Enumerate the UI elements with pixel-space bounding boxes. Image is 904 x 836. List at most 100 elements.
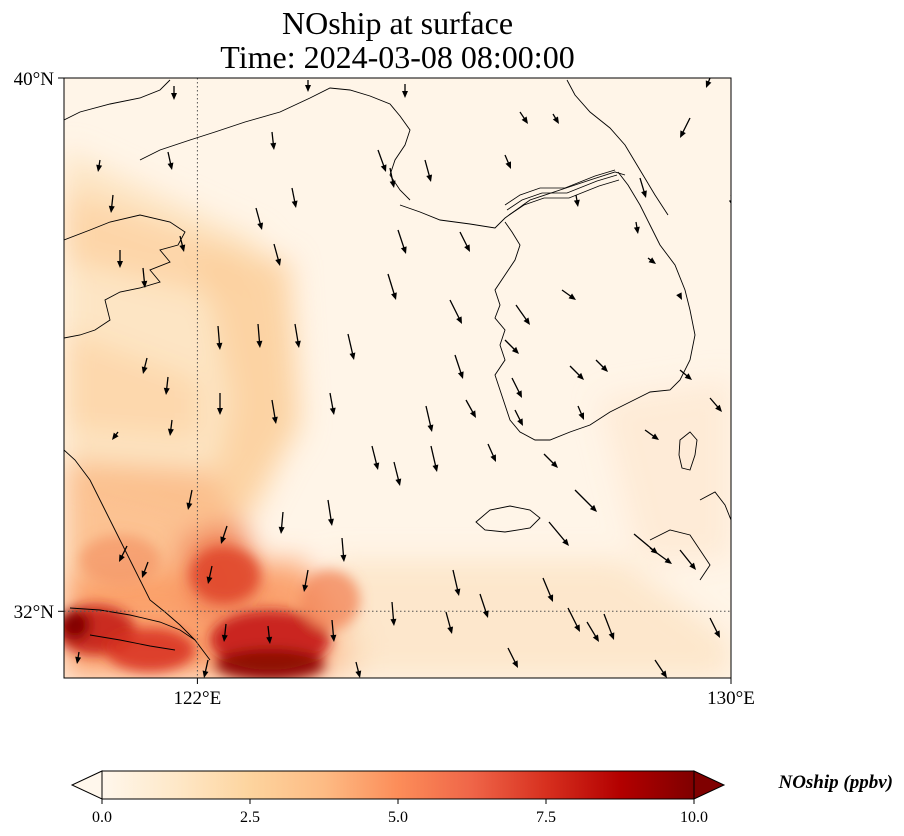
wind-vector-head: [220, 536, 227, 544]
wind-vector-head: [141, 280, 148, 288]
wind-vector-head: [547, 594, 554, 602]
wind-vector-head: [329, 407, 336, 415]
wind-vector-shaft: [603, 613, 614, 638]
colorbar-tick-3: 7.5: [536, 809, 556, 826]
wind-vector-head: [578, 412, 584, 420]
wind-vector-head: [482, 610, 489, 618]
colorbar-tick-1: 2.5: [240, 809, 260, 826]
wind-vector-head: [464, 244, 470, 252]
wind-vector-head: [291, 200, 298, 208]
wind-vector-head: [576, 372, 584, 380]
wind-vector-head: [327, 518, 334, 526]
wind-vector-head: [454, 588, 461, 596]
wind-vector-head: [728, 200, 731, 204]
wind-vector-head: [340, 554, 347, 562]
wind-vector-head: [171, 93, 177, 100]
wind-vector-head: [550, 460, 558, 468]
wind-vector-head: [355, 670, 362, 678]
wind-vector-head: [167, 162, 174, 170]
map-title-line2: Time: 2024-03-08 08:00:00: [220, 39, 575, 75]
wind-vector-head: [456, 316, 462, 324]
wind-vector-head: [112, 432, 119, 440]
wind-vector-head: [651, 433, 659, 440]
y-tick-label-40: 40°N: [14, 69, 55, 90]
wind-vector-head: [633, 226, 640, 234]
wind-vector-head: [592, 634, 599, 642]
axis-ticks: [58, 77, 732, 684]
wind-vector-head: [275, 258, 282, 266]
colorbar: 0.0 2.5 5.0 7.5 10.0 NOship (ppbv): [70, 770, 893, 826]
wind-vector-head: [523, 317, 530, 325]
wind-vector-head: [457, 371, 464, 379]
wind-vector-head: [278, 526, 285, 534]
wind-vector-head: [427, 424, 434, 432]
wind-vector-head: [179, 244, 186, 252]
wind-vector-head: [705, 80, 712, 88]
wind-vector-shaft: [649, 547, 670, 563]
x-tick-label-122: 122°E: [174, 688, 222, 709]
wind-vector-head: [349, 352, 356, 360]
wind-vector-head: [490, 454, 496, 462]
concentration-field: [64, 78, 731, 678]
wind-vector-head: [141, 570, 148, 578]
wind-vector-head: [294, 340, 301, 348]
colorbar-extend-low: [70, 770, 103, 800]
wind-vector-head: [167, 428, 174, 436]
colorbar-gradient: [101, 770, 695, 800]
wind-vector-head: [512, 660, 518, 668]
wind-vector-shaft: [387, 273, 396, 298]
wind-vector-head: [589, 504, 597, 512]
wind-vector-head: [608, 632, 615, 640]
wind-vector-head: [715, 404, 722, 412]
wind-vector-head: [108, 205, 115, 213]
wind-vector-head: [573, 199, 580, 207]
wind-vector-head: [206, 576, 213, 584]
wind-vector-head: [257, 222, 264, 230]
wind-vector-head: [163, 387, 170, 395]
x-tick-label-130: 130°E: [707, 688, 755, 709]
wind-vector-head: [684, 373, 692, 380]
wind-vector-head: [664, 557, 672, 564]
wind-vector-head: [117, 261, 123, 268]
wind-vector-head: [516, 390, 522, 398]
colorbar-label: NOship (ppbv): [777, 772, 893, 793]
wind-vector-head: [305, 85, 311, 92]
wind-vector-head: [217, 408, 223, 415]
wind-vector-head: [266, 636, 273, 644]
colorbar-tick-2: 5.0: [388, 809, 408, 826]
wind-vector-head: [568, 293, 576, 300]
wind-vector-head: [400, 246, 407, 254]
gridlines: [64, 78, 731, 678]
wind-vector-head: [426, 174, 433, 182]
wind-vector-shaft: [548, 521, 568, 545]
wind-vector-head: [271, 416, 278, 424]
wind-vector-head: [521, 116, 528, 124]
wind-vector-head: [389, 180, 396, 188]
wind-vector-head: [447, 626, 454, 634]
wind-vector-head: [552, 116, 559, 124]
colorbar-extend-high: [693, 770, 726, 800]
wind-vector-shaft: [574, 489, 596, 511]
wind-vector-head: [517, 418, 523, 426]
wind-vector-head: [119, 554, 125, 562]
map-frame: [63, 77, 732, 679]
colorbar-tick-4: 10.0: [680, 809, 708, 826]
wind-vector-head: [256, 340, 263, 348]
wind-vector-head: [676, 292, 682, 300]
wind-vector-head: [390, 618, 397, 626]
wind-vector-head: [96, 164, 103, 172]
wind-vectors: [75, 78, 731, 678]
wind-vector-head: [648, 257, 656, 264]
y-tick-label-32: 32°N: [14, 602, 55, 623]
wind-vector-head: [574, 624, 580, 632]
wind-vector-head: [202, 670, 209, 678]
wind-vector-head: [680, 130, 686, 138]
map-title-line1: NOship at surface: [281, 5, 514, 41]
wind-vector-head: [469, 410, 476, 418]
wind-vector-head: [391, 292, 397, 300]
wind-vector-head: [221, 634, 228, 642]
wind-vector-head: [511, 346, 519, 354]
wind-vector-head: [380, 164, 387, 172]
wind-vector-head: [373, 462, 380, 470]
wind-vector-head: [660, 670, 667, 678]
